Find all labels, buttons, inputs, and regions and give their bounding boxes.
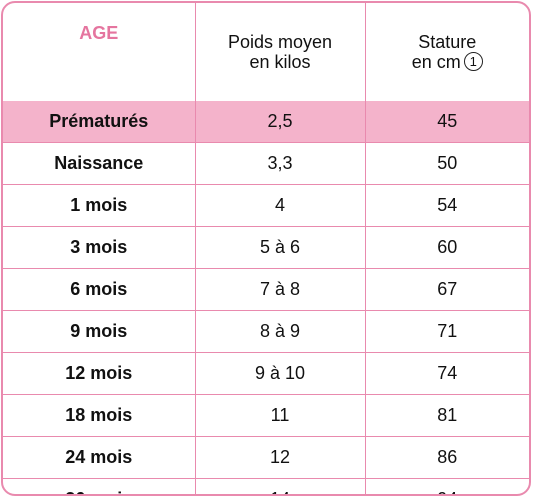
row-age: 36 mois — [3, 478, 196, 494]
row-height: 45 — [365, 101, 529, 143]
row-weight: 7 à 8 — [195, 268, 366, 311]
row-weight: 8 à 9 — [195, 310, 366, 353]
table-row: 3 mois 5 à 6 60 — [3, 226, 529, 269]
row-weight: 2,5 — [195, 101, 366, 143]
row-age: Prématurés — [3, 101, 196, 143]
row-weight: 4 — [195, 184, 366, 227]
header-height-line1: Stature — [418, 31, 477, 52]
table-row: 24 mois 12 86 — [3, 436, 529, 479]
row-age: 12 mois — [3, 352, 196, 395]
row-height: 86 — [365, 436, 529, 479]
header-weight: Poids moyen en kilos — [195, 3, 366, 101]
table-row: 6 mois 7 à 8 67 — [3, 268, 529, 311]
row-weight: 5 à 6 — [195, 226, 366, 269]
row-age: 1 mois — [3, 184, 196, 227]
row-age: 9 mois — [3, 310, 196, 353]
row-age: 3 mois — [3, 226, 196, 269]
row-height: 60 — [365, 226, 529, 269]
table-row: Naissance 3,3 50 — [3, 142, 529, 185]
row-height: 67 — [365, 268, 529, 311]
row-height: 50 — [365, 142, 529, 185]
row-weight: 3,3 — [195, 142, 366, 185]
row-height: 74 — [365, 352, 529, 395]
row-height: 54 — [365, 184, 529, 227]
table-row: 12 mois 9 à 10 74 — [3, 352, 529, 395]
row-age: 6 mois — [3, 268, 196, 311]
row-height: 94 — [365, 479, 529, 494]
row-age: 24 mois — [3, 436, 196, 479]
row-height: 81 — [365, 394, 529, 437]
row-height: 71 — [365, 310, 529, 353]
row-weight: 14 — [195, 478, 366, 494]
row-weight: 9 à 10 — [195, 352, 366, 395]
header-weight-line1: Poids moyen — [227, 32, 333, 52]
table-row: 1 mois 4 54 — [3, 184, 529, 227]
row-weight: 12 — [195, 436, 366, 479]
table-header-row: AGE Poids moyen en kilos Stature en cm 1 — [3, 3, 529, 101]
header-height: Stature en cm 1 — [365, 3, 529, 101]
growth-table: AGE Poids moyen en kilos Stature en cm 1 … — [3, 3, 529, 494]
row-weight: 11 — [195, 394, 366, 437]
table-row: Prématurés 2,5 45 — [3, 101, 529, 143]
header-height-line2: en cm — [411, 51, 461, 72]
growth-table-frame: AGE Poids moyen en kilos Stature en cm 1 … — [1, 1, 531, 496]
footnote-marker-icon: 1 — [463, 52, 483, 72]
table-row: 36 mois 14 94 — [3, 478, 529, 494]
table-row: 9 mois 8 à 9 71 — [3, 310, 529, 353]
row-age: 18 mois — [3, 394, 196, 437]
table-row: 18 mois 11 81 — [3, 394, 529, 437]
header-weight-line2: en kilos — [249, 52, 311, 72]
header-age: AGE — [3, 3, 196, 101]
row-age: Naissance — [3, 142, 196, 185]
